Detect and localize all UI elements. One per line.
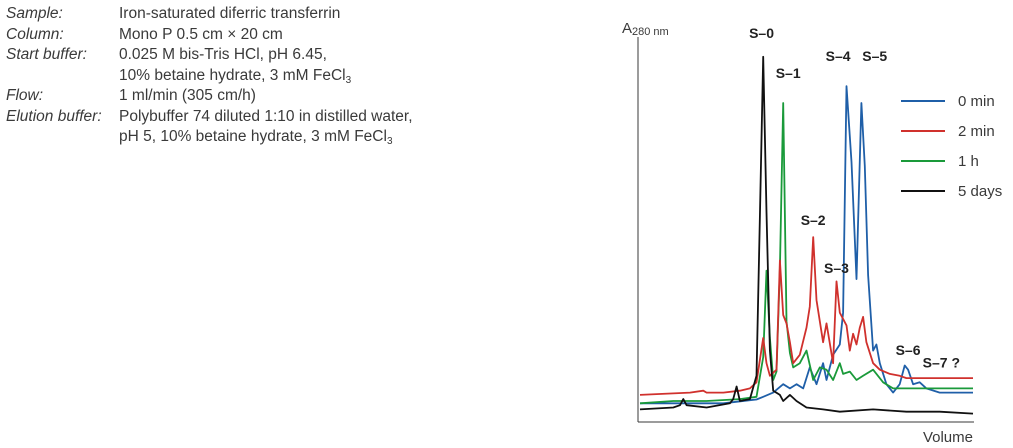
subscript: 3 [345, 74, 352, 86]
series-line-5-days [639, 55, 974, 415]
parameter-label: Elution buffer: [6, 107, 102, 125]
parameter-value-text: 1 ml/min (305 cm/h) [119, 87, 256, 104]
run-parameters: Sample: Iron-saturated diferric transferr… [6, 4, 413, 148]
peak-labels: S–0 S–1 S–2 S–3 S–4 S–5 S–6S–7 ? [749, 25, 960, 370]
parameter-value-text: pH 5, 10% betaine hydrate, 3 mM FeCl [119, 128, 387, 145]
legend-label: 1 h [958, 153, 979, 170]
parameter-value-line: Iron-saturated diferric transferrin [119, 4, 340, 25]
subscript: 3 [386, 136, 393, 147]
x-axis-label: Volume [923, 429, 973, 446]
parameter-row: Sample: Iron-saturated diferric transferr… [6, 4, 413, 25]
peak-label: S–5 [862, 48, 887, 64]
y-axis-label: A280 nm [622, 20, 669, 38]
series-layer [639, 55, 974, 415]
series-line-2-min [639, 236, 973, 396]
peak-label: S–7 ? [923, 354, 960, 370]
parameter-label: Flow: [6, 87, 44, 104]
parameter-value: 0.025 M bis-Tris HCl, pH 6.45, 10% betain… [119, 45, 351, 86]
parameter-value: Polybuffer 74 diluted 1:10 in distilled … [119, 107, 413, 148]
peak-label: S–2 [801, 212, 826, 228]
parameter-label: Start buffer: [6, 46, 87, 63]
peak-label: S–0 [749, 25, 774, 41]
parameter-row: Elution buffer: Polybuffer 74 diluted 1:1… [6, 107, 413, 148]
parameter-value-text: 10% betaine hydrate, 3 mM FeCl [119, 66, 346, 84]
parameter-value-line: 0.025 M bis-Tris HCl, pH 6.45, [119, 45, 351, 66]
parameter-value-text: Polybuffer 74 diluted 1:10 in distilled … [119, 107, 413, 125]
parameter-row: Flow: 1 ml/min (305 cm/h) [6, 86, 413, 107]
y-axis-label-sub: 280 nm [632, 26, 669, 38]
parameter-row: Start buffer: 0.025 M bis-Tris HCl, pH 6.… [6, 45, 413, 86]
parameter-row: Column: Mono P 0.5 cm × 20 cm [6, 25, 413, 46]
parameter-value-line: Polybuffer 74 diluted 1:10 in distilled … [119, 107, 413, 128]
parameter-value-text: Mono P 0.5 cm × 20 cm [119, 25, 283, 43]
y-axis-label-main: A [622, 20, 632, 37]
parameter-value-line: 1 ml/min (305 cm/h) [119, 86, 256, 107]
legend-label: 0 min [958, 93, 995, 110]
parameter-value: 1 ml/min (305 cm/h) [119, 86, 256, 107]
peak-label: S–4 [826, 48, 851, 64]
parameter-value-line: Mono P 0.5 cm × 20 cm [119, 25, 283, 46]
peak-label: S–6 [896, 342, 921, 358]
legend-label: 5 days [958, 183, 1002, 200]
parameter-value: Iron-saturated diferric transferrin [119, 4, 340, 25]
legend-label: 2 min [958, 123, 995, 140]
series-line-0-min [640, 85, 973, 405]
parameter-value: Mono P 0.5 cm × 20 cm [119, 25, 283, 46]
parameter-value-line: pH 5, 10% betaine hydrate, 3 mM FeCl3 [119, 127, 413, 148]
parameter-label: Sample: [6, 5, 63, 22]
parameter-label: Column: [6, 25, 64, 43]
peak-label: S–1 [776, 65, 801, 81]
parameter-value-line: 10% betaine hydrate, 3 mM FeCl3 [119, 66, 351, 87]
peak-label: S–3 [824, 260, 849, 276]
parameter-value-text: Iron-saturated diferric transferrin [119, 5, 341, 22]
legend: 0 min 2 min 1 h 5 days [901, 93, 1002, 200]
parameter-value-text: 0.025 M bis-Tris HCl, pH 6.45, [119, 46, 327, 63]
